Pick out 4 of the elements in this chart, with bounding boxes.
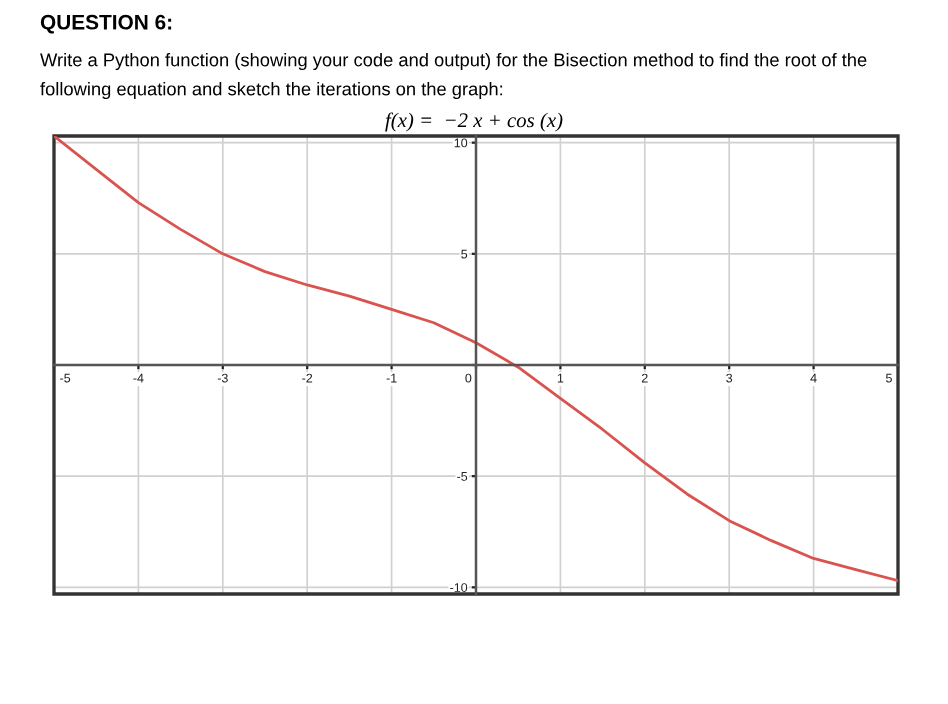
chart-subtitle: Write a Python function (showing your code and output) for the Bisection method to find the root of the following equation and sketch the iterations on the graph: [40, 52, 867, 100]
text: f(x) = −2 x + cos (x) [385, 112, 563, 132]
line-series [54, 136, 898, 583]
chart-title: QUESTION 6: [40, 14, 172, 34]
